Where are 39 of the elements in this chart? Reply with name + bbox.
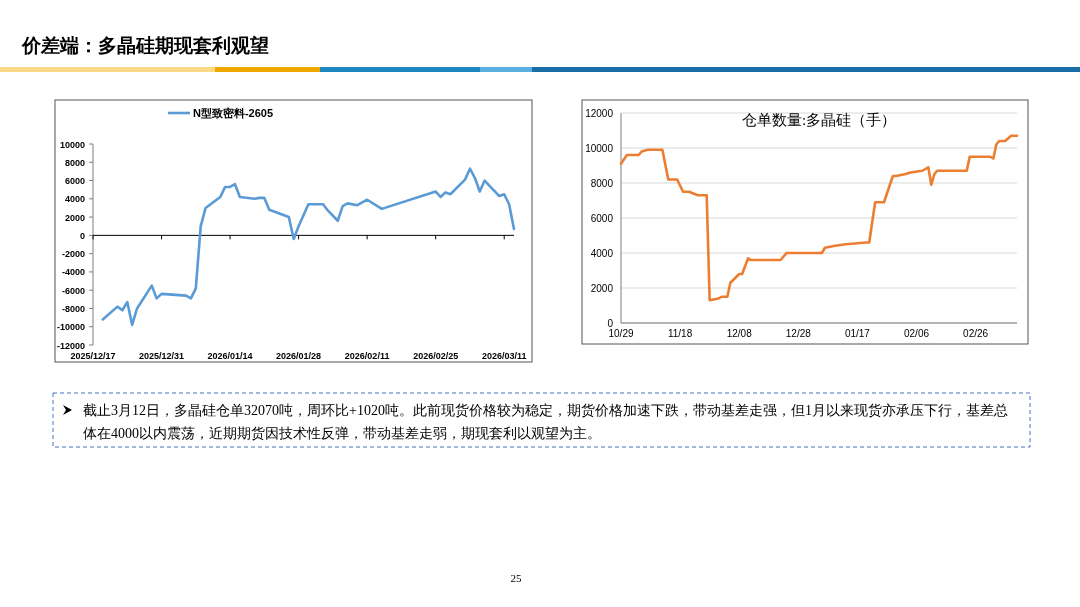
x-tick-label: 10/29 (608, 328, 634, 339)
x-tick-label: 2026/03/11 (481, 351, 527, 361)
x-tick-label: 12/28 (785, 328, 812, 339)
y-tick-label: 8000 (64, 157, 85, 168)
y-tick-label: 0 (607, 317, 614, 329)
x-tick-label: 2026/02/25 (413, 351, 459, 361)
y-tick-label: 6000 (64, 176, 85, 187)
x-tick-label: 02/26 (963, 328, 989, 339)
y-tick-label: -12000 (56, 340, 85, 351)
legend: N型致密料-2605 (168, 107, 274, 119)
y-tick-label: -8000 (61, 303, 85, 314)
chart-title: 价差端：多晶硅期现套利观望 (21, 35, 269, 56)
y-tick-label: 10000 (585, 142, 614, 154)
x-tick-label: 2026/01/14 (207, 351, 253, 361)
y-tick-label: 4000 (64, 194, 85, 205)
y-tick-label: -4000 (61, 267, 85, 278)
legend-label: N型致密料-2605 (193, 107, 274, 119)
y-tick-label: 10000 (59, 139, 85, 150)
y-tick-label: -10000 (56, 322, 85, 333)
y-tick-label: 0 (79, 230, 85, 241)
y-tick-label: -2000 (61, 249, 85, 260)
x-tick-label: 2026/02/11 (344, 351, 390, 361)
y-tick-label: 6000 (590, 212, 614, 224)
y-tick-label: -6000 (61, 285, 85, 296)
chart-title: 仓单数量:多晶硅（手） (741, 112, 897, 128)
x-tick-label: 01/17 (844, 328, 871, 339)
text: 截止3月12日，多晶硅仓单32070吨，周环比+1020吨。此前现货价格较为稳定，期货价格加速下跌，带动基差走强，但1月以来现货亦承压下行，基差总体在4000以内震荡，近期期货因技术性反弹，带动基差走弱，期现套利以观望为主。 (83, 403, 1008, 441)
x-tick-label: 11/18 (667, 328, 693, 339)
y-tick-label: 4000 (590, 247, 614, 259)
y-tick-label: 12000 (585, 107, 614, 119)
x-tick-label: 02/06 (904, 328, 930, 339)
x-tick-label: 2025/12/17 (70, 351, 116, 361)
text: 25 (510, 572, 522, 584)
y-tick-label: 2000 (590, 282, 614, 294)
y-tick-label: 2000 (64, 212, 85, 223)
x-tick-label: 2026/01/28 (276, 351, 322, 361)
y-tick-label: 8000 (590, 177, 614, 189)
x-tick-label: 2025/12/31 (139, 351, 185, 361)
x-tick-label: 12/08 (726, 328, 753, 339)
